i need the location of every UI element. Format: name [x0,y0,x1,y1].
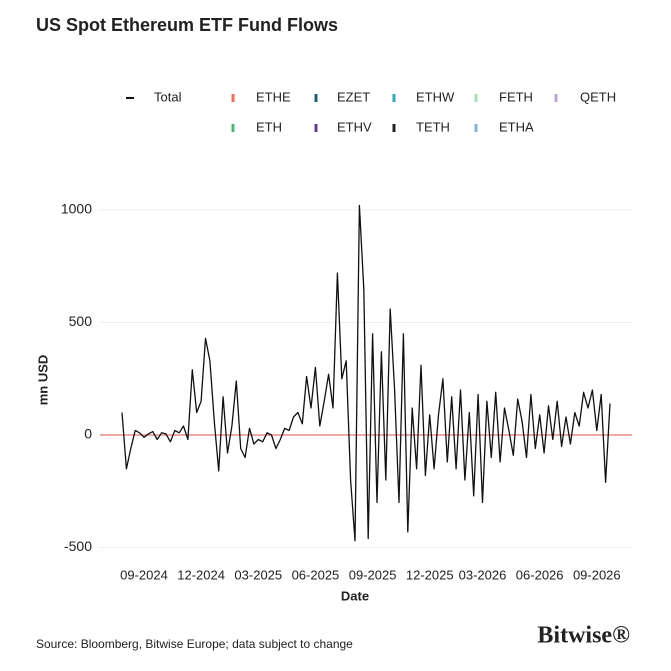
series-line [121,204,611,542]
legend-label: EZET [337,89,370,104]
legend-marker [314,124,318,132]
x-axis-label: Date [341,588,369,603]
legend-marker [392,94,396,102]
legend-label: QETH [580,89,616,104]
y-tick-label: -500 [64,538,92,554]
x-tick-label: 09-2026 [573,567,621,582]
brand-logo: Bitwise® [537,623,630,649]
x-tick-label: 03-2026 [459,567,507,582]
x-tick-label: 06-2026 [516,567,564,582]
chart-title: US Spot Ethereum ETF Fund Flows [36,15,338,35]
y-tick-label: 500 [69,313,93,329]
x-tick-label: 12-2024 [177,567,225,582]
legend-label: TETH [416,119,450,134]
y-tick-label: 0 [84,426,92,442]
x-tick-label: 12-2025 [406,567,454,582]
source-note: Source: Bloomberg, Bitwise Europe; data … [36,637,353,651]
legend-label: ETHE [256,89,291,104]
legend-label: FETH [499,89,533,104]
x-tick-label: 09-2024 [120,567,168,582]
y-axis-label: mn USD [35,355,50,406]
legend-marker [474,94,478,102]
legend-label: Total [154,89,182,104]
legend-marker [474,124,478,132]
legend-marker [392,124,396,132]
x-tick-label: 09-2025 [349,567,397,582]
legend-label: ETHW [416,89,455,104]
legend-marker [314,94,318,102]
legend-label: ETH [256,119,282,134]
x-tick-label: 06-2025 [292,567,340,582]
legend-label: ETHA [499,119,534,134]
legend-label: ETHV [337,119,372,134]
x-tick-label: 03-2025 [234,567,282,582]
legend-marker [231,124,235,132]
y-tick-label: 1000 [61,201,92,217]
legend-marker [231,94,235,102]
legend-marker [554,94,558,102]
